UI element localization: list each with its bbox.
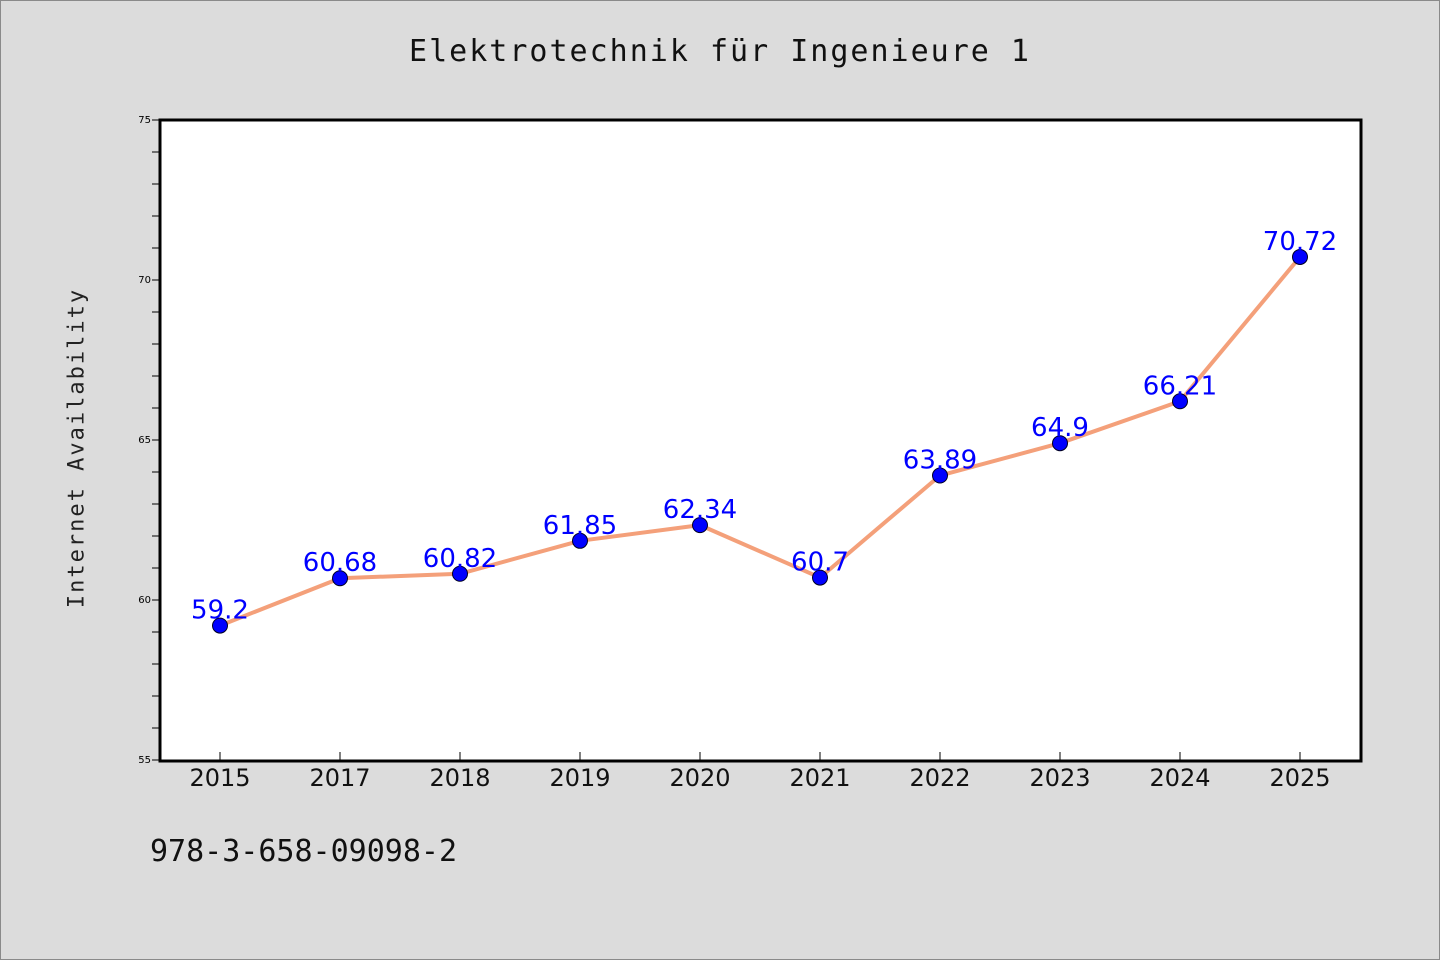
data-point (932, 467, 948, 484)
series-markers (212, 248, 1308, 634)
x-axis-ticks: 2015 2017 2018 2019 2020 2021 2022 2023 2024 2025 (189, 752, 1331, 792)
data-point (1052, 435, 1068, 452)
data-label: 61.85 (543, 511, 617, 541)
x-tick-label: 2020 (669, 764, 730, 792)
data-label: 60.68 (303, 548, 377, 578)
chart-title: Elektrotechnik für Ingenieure 1 (409, 34, 1031, 69)
y-tick-label: 75 (138, 115, 151, 126)
plot-area (158, 118, 1363, 763)
data-label: 63.89 (903, 446, 977, 476)
data-label: 60.7 (791, 548, 849, 578)
x-tick-label: 2018 (429, 764, 490, 792)
y-axis-ticks: 55 60 65 70 75 (138, 115, 160, 766)
data-label: 66.21 (1143, 371, 1217, 401)
data-label: 60.82 (423, 544, 497, 574)
data-label: 62.34 (663, 495, 737, 525)
y-tick-label: 60 (138, 595, 151, 606)
series-line (219, 255, 1302, 628)
x-tick-label: 2019 (549, 764, 610, 792)
x-tick-label: 2015 (189, 764, 250, 792)
data-point (1292, 248, 1308, 265)
data-point (812, 569, 828, 586)
data-label: 70.72 (1263, 227, 1337, 257)
x-tick-label: 2023 (1029, 764, 1090, 792)
data-point (572, 532, 588, 549)
y-tick-label: 55 (138, 755, 151, 766)
footer-isbn: 978-3-658-09098-2 (150, 834, 458, 869)
data-label: 64.9 (1031, 413, 1089, 443)
y-tick-label: 70 (138, 275, 151, 286)
data-point (332, 570, 348, 587)
data-point (1172, 393, 1188, 410)
y-tick-label: 65 (138, 435, 151, 446)
x-tick-label: 2021 (789, 764, 850, 792)
data-point (692, 517, 708, 534)
data-point (452, 565, 468, 582)
x-tick-label: 2024 (1149, 764, 1210, 792)
x-tick-label: 2025 (1269, 764, 1330, 792)
x-tick-label: 2017 (309, 764, 370, 792)
data-point (212, 617, 228, 634)
x-tick-label: 2022 (909, 764, 970, 792)
data-label: 59.2 (191, 596, 249, 626)
data-labels: 59.2 60.68 60.82 61.85 62.34 60.7 63.89 64.9 66.… (191, 227, 1337, 626)
